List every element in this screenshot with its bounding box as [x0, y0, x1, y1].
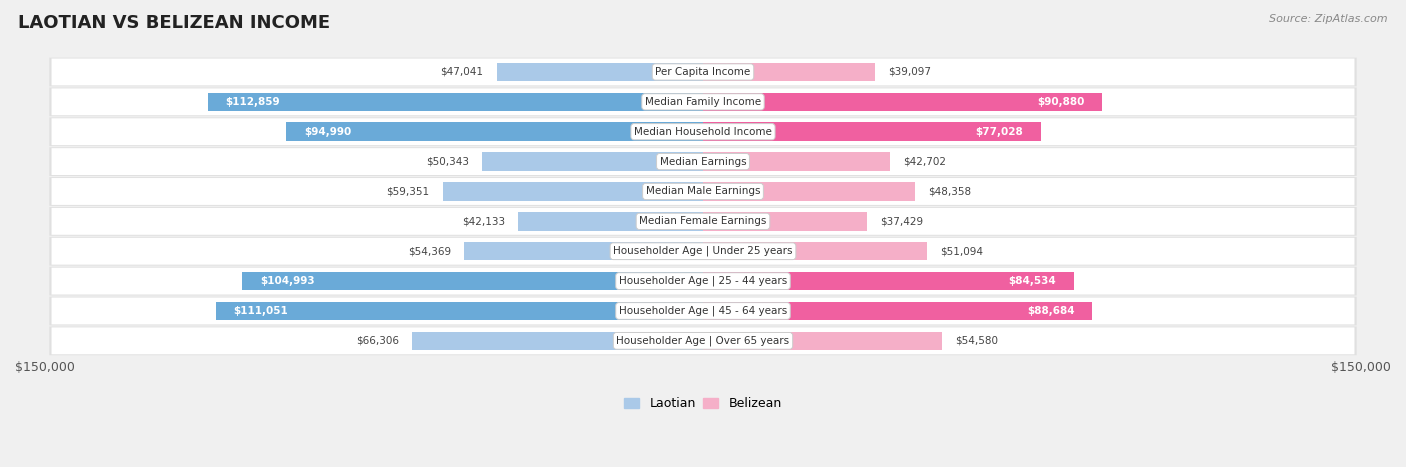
FancyBboxPatch shape — [49, 177, 1357, 206]
FancyBboxPatch shape — [52, 148, 1354, 175]
Text: $112,859: $112,859 — [225, 97, 280, 107]
Text: $54,580: $54,580 — [956, 336, 998, 346]
Bar — [703, 152, 890, 171]
Text: $42,133: $42,133 — [463, 216, 505, 226]
FancyBboxPatch shape — [52, 178, 1354, 205]
Bar — [703, 63, 875, 81]
Bar — [464, 242, 703, 261]
FancyBboxPatch shape — [52, 238, 1354, 265]
Text: $47,041: $47,041 — [440, 67, 484, 77]
FancyBboxPatch shape — [49, 87, 1357, 116]
Bar — [703, 272, 1074, 290]
Bar — [703, 332, 942, 350]
Text: $54,369: $54,369 — [408, 246, 451, 256]
Text: Median Male Earnings: Median Male Earnings — [645, 186, 761, 197]
FancyBboxPatch shape — [49, 297, 1357, 325]
Text: $104,993: $104,993 — [260, 276, 315, 286]
Legend: Laotian, Belizean: Laotian, Belizean — [620, 392, 786, 415]
FancyBboxPatch shape — [52, 327, 1354, 354]
Text: Householder Age | 45 - 64 years: Householder Age | 45 - 64 years — [619, 306, 787, 316]
FancyBboxPatch shape — [52, 88, 1354, 115]
Bar — [412, 332, 703, 350]
Text: Householder Age | Under 25 years: Householder Age | Under 25 years — [613, 246, 793, 256]
Text: $50,343: $50,343 — [426, 156, 470, 167]
Text: $66,306: $66,306 — [356, 336, 399, 346]
Bar — [242, 272, 703, 290]
Bar — [703, 182, 915, 201]
Text: $59,351: $59,351 — [387, 186, 429, 197]
Text: $42,702: $42,702 — [904, 156, 946, 167]
Bar — [208, 92, 703, 111]
FancyBboxPatch shape — [49, 237, 1357, 266]
Text: $111,051: $111,051 — [233, 306, 288, 316]
Text: Median Earnings: Median Earnings — [659, 156, 747, 167]
FancyBboxPatch shape — [49, 267, 1357, 296]
Text: $37,429: $37,429 — [880, 216, 924, 226]
Text: $51,094: $51,094 — [941, 246, 983, 256]
FancyBboxPatch shape — [52, 208, 1354, 235]
Text: $90,880: $90,880 — [1036, 97, 1084, 107]
Text: LAOTIAN VS BELIZEAN INCOME: LAOTIAN VS BELIZEAN INCOME — [18, 14, 330, 32]
FancyBboxPatch shape — [49, 57, 1357, 86]
Text: Householder Age | 25 - 44 years: Householder Age | 25 - 44 years — [619, 276, 787, 286]
Text: Source: ZipAtlas.com: Source: ZipAtlas.com — [1270, 14, 1388, 24]
Text: $84,534: $84,534 — [1008, 276, 1056, 286]
Text: $94,990: $94,990 — [304, 127, 352, 137]
Bar — [287, 122, 703, 141]
FancyBboxPatch shape — [49, 147, 1357, 176]
FancyBboxPatch shape — [52, 58, 1354, 85]
Bar — [703, 122, 1040, 141]
Bar — [496, 63, 703, 81]
Text: $48,358: $48,358 — [928, 186, 972, 197]
Text: Median Household Income: Median Household Income — [634, 127, 772, 137]
Bar — [482, 152, 703, 171]
Bar — [703, 302, 1092, 320]
Text: Per Capita Income: Per Capita Income — [655, 67, 751, 77]
Bar — [703, 242, 927, 261]
Text: Median Family Income: Median Family Income — [645, 97, 761, 107]
FancyBboxPatch shape — [49, 207, 1357, 236]
Bar — [215, 302, 703, 320]
Bar — [703, 212, 868, 231]
Text: $77,028: $77,028 — [976, 127, 1024, 137]
Text: Householder Age | Over 65 years: Householder Age | Over 65 years — [616, 336, 790, 346]
FancyBboxPatch shape — [52, 268, 1354, 295]
Text: $39,097: $39,097 — [887, 67, 931, 77]
Bar — [703, 92, 1102, 111]
FancyBboxPatch shape — [52, 118, 1354, 145]
FancyBboxPatch shape — [52, 297, 1354, 325]
Bar — [519, 212, 703, 231]
Text: $88,684: $88,684 — [1026, 306, 1074, 316]
FancyBboxPatch shape — [49, 326, 1357, 355]
FancyBboxPatch shape — [49, 117, 1357, 146]
Bar — [443, 182, 703, 201]
Text: Median Female Earnings: Median Female Earnings — [640, 216, 766, 226]
